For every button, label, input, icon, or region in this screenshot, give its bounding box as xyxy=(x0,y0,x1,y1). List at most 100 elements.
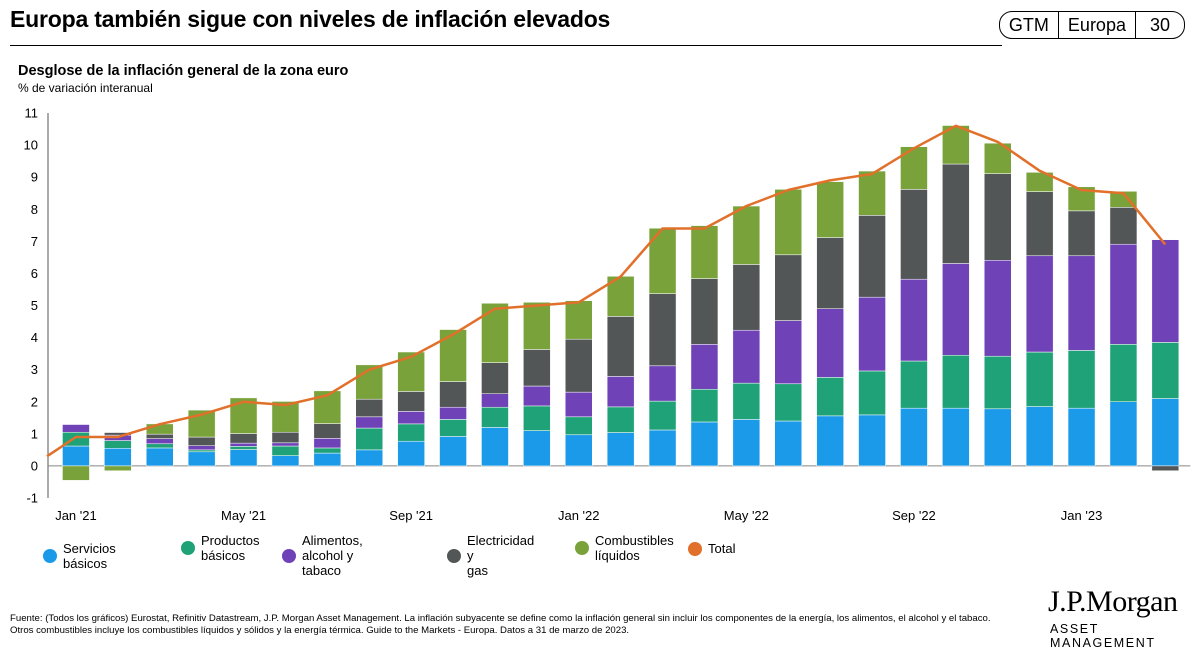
bar-segment xyxy=(481,427,509,467)
bar-segment xyxy=(774,189,802,256)
bar-segment xyxy=(1025,351,1054,407)
bar-segment xyxy=(942,354,970,409)
bar-segment xyxy=(271,431,300,444)
x-tick-label: May '22 xyxy=(724,508,769,523)
y-tick-label: 3 xyxy=(31,362,38,377)
bar-segment xyxy=(397,423,425,442)
bar-segment xyxy=(397,411,425,425)
bar-segment xyxy=(774,383,802,422)
bar-segment xyxy=(648,429,677,467)
bar-segment xyxy=(523,302,551,350)
bar-segment xyxy=(1109,344,1138,402)
bar-segment xyxy=(984,260,1012,357)
bar-segment xyxy=(606,316,635,377)
bar-segment xyxy=(858,215,886,298)
bar-segment xyxy=(313,423,342,439)
bar-segment xyxy=(690,388,719,423)
bar-segment xyxy=(648,400,677,431)
legend-item-electricidad: Electricidad y gas xyxy=(447,533,534,578)
bar-segment xyxy=(523,405,551,431)
bar-segment xyxy=(439,381,467,408)
bar-segment xyxy=(942,407,970,467)
bar-segment xyxy=(355,398,383,418)
bar-segment xyxy=(732,419,761,467)
bar-segment xyxy=(62,424,90,433)
bar-segment xyxy=(1025,406,1054,467)
tag-page-number: 30 xyxy=(1134,12,1184,38)
bar-segment xyxy=(690,278,719,345)
y-tick-label: 8 xyxy=(31,202,38,217)
legend-label: Combustibles líquidos xyxy=(595,533,674,563)
bar-segment xyxy=(942,163,970,264)
bar-segment xyxy=(481,303,509,363)
bar-segment xyxy=(690,421,719,467)
legend-item-combustibles: Combustibles líquidos xyxy=(575,533,674,563)
bar-segment xyxy=(187,436,216,446)
legend-swatch xyxy=(282,548,296,563)
bar-segment xyxy=(355,449,383,467)
bar-segment xyxy=(146,433,174,439)
bar-segment xyxy=(439,329,467,382)
bar-segment xyxy=(523,430,551,467)
chart-title: Desglose de la inflación general de la z… xyxy=(18,63,349,79)
bar-segment xyxy=(271,401,300,433)
bar-segment xyxy=(104,440,132,449)
bar-segment xyxy=(1067,350,1096,409)
y-tick-label: 11 xyxy=(25,106,39,121)
tag-gtm: GTM xyxy=(1008,14,1049,35)
bar-segment xyxy=(481,406,509,428)
y-tick-label: 4 xyxy=(31,330,38,345)
bar-segment xyxy=(984,408,1012,467)
bar-segment xyxy=(1151,239,1180,343)
bar-segment xyxy=(858,370,886,416)
bar-segment xyxy=(900,278,928,362)
legend-label: Alimentos, alcohol y tabaco xyxy=(302,533,363,578)
bar-segment xyxy=(774,320,802,385)
bar-segment xyxy=(942,263,970,356)
bar-segment xyxy=(397,391,425,412)
bar-segment xyxy=(146,443,174,449)
bar-segment xyxy=(229,442,258,447)
legend-item-alimentos: Alimentos, alcohol y tabaco xyxy=(282,533,363,578)
bar-segment xyxy=(439,419,467,437)
source-footnote: Fuente: (Todos los gráficos) Eurostat, R… xyxy=(10,613,991,636)
bar-segment xyxy=(481,393,509,408)
bar-segment xyxy=(104,465,132,471)
bar-segment xyxy=(816,415,844,467)
bar-segment xyxy=(984,355,1012,410)
bar-segment xyxy=(1109,207,1138,245)
bar-segment xyxy=(984,173,1012,261)
bar-segment xyxy=(1025,255,1054,353)
legend-swatch xyxy=(447,548,461,563)
bar-segment xyxy=(1151,465,1180,471)
bar-segment xyxy=(271,445,300,456)
bar-segment xyxy=(606,376,635,408)
bar-segment xyxy=(1151,398,1180,467)
bar-segment xyxy=(648,293,677,367)
bar-segment xyxy=(732,382,761,420)
bar-segment xyxy=(271,455,300,467)
jpmorgan-logo: J.P.Morgan xyxy=(1048,585,1178,618)
bar-segment xyxy=(900,189,928,280)
bar-segment xyxy=(565,300,593,340)
bar-segment xyxy=(1067,210,1096,257)
x-tick-label: May '21 xyxy=(221,508,266,523)
bar-segment xyxy=(355,416,383,429)
x-tick-label: Jan '22 xyxy=(558,508,600,523)
bar-segment xyxy=(690,344,719,390)
bar-segment xyxy=(900,360,928,409)
bar-segment xyxy=(816,308,844,378)
page-title: Europa también sigue con niveles de infl… xyxy=(10,6,611,32)
bar-segment xyxy=(774,254,802,321)
y-tick-label: 9 xyxy=(31,170,38,185)
bar-segment xyxy=(1067,255,1096,351)
bar-segment xyxy=(732,329,761,384)
bar-segment xyxy=(104,448,132,467)
tag-region: Europa xyxy=(1057,12,1135,38)
bar-segment xyxy=(146,438,174,445)
y-tick-label: 7 xyxy=(31,234,38,249)
bar-segment xyxy=(439,406,467,420)
bar-segment xyxy=(481,362,509,394)
slide-tag: GTM Europa 30 xyxy=(998,11,1185,39)
